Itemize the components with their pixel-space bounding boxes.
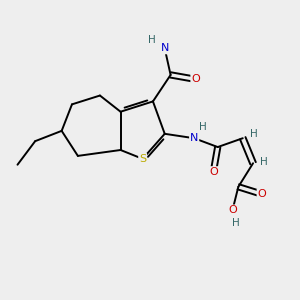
Text: H: H: [232, 218, 240, 228]
Text: O: O: [257, 189, 266, 199]
Text: H: H: [260, 157, 268, 167]
Text: O: O: [191, 74, 200, 84]
Text: N: N: [160, 44, 169, 53]
Text: H: H: [199, 122, 207, 132]
Text: N: N: [190, 133, 198, 143]
Text: O: O: [228, 206, 237, 215]
Text: H: H: [148, 34, 155, 45]
Text: H: H: [250, 129, 258, 139]
Text: S: S: [139, 154, 146, 164]
Text: O: O: [209, 167, 218, 177]
